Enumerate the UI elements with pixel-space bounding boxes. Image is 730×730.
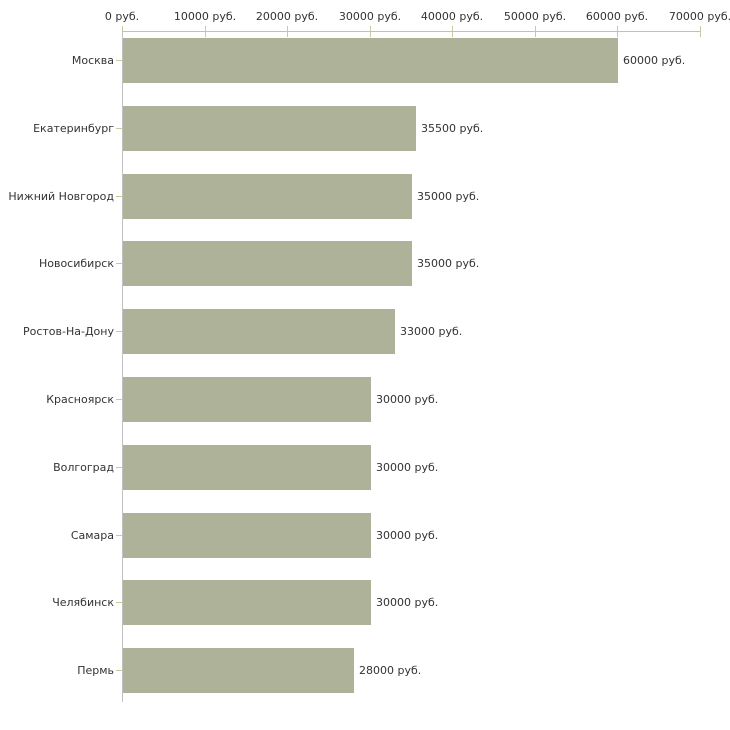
category-tick <box>116 602 122 603</box>
category-tick <box>116 196 122 197</box>
x-axis-tick <box>452 26 453 37</box>
category-label: Красноярск <box>46 393 114 406</box>
category-tick <box>116 535 122 536</box>
bar-value-label: 33000 руб. <box>400 325 463 338</box>
category-label: Волгоград <box>53 461 114 474</box>
category-label: Челябинск <box>52 596 114 609</box>
bar-value-label: 35000 руб. <box>417 190 480 203</box>
category-tick <box>116 128 122 129</box>
x-axis-tick <box>617 26 618 37</box>
x-axis-tick-label: 20000 руб. <box>255 10 319 23</box>
x-axis-tick-label: 70000 руб. <box>668 10 730 23</box>
category-label: Новосибирск <box>38 257 114 270</box>
bar-value-label: 30000 руб. <box>376 461 439 474</box>
category-label: Москва <box>71 54 114 67</box>
bar-value-label: 60000 руб. <box>623 54 686 67</box>
bar <box>123 445 371 490</box>
category-tick <box>116 399 122 400</box>
x-axis-line <box>122 31 700 32</box>
category-tick <box>116 331 122 332</box>
bar <box>123 513 371 558</box>
x-axis-tick <box>287 26 288 37</box>
x-axis-tick-label: 0 руб. <box>104 10 140 23</box>
bar <box>123 377 371 422</box>
bar-value-label: 30000 руб. <box>376 529 439 542</box>
x-axis-tick-label: 30000 руб. <box>338 10 402 23</box>
x-axis-tick <box>700 26 701 37</box>
category-tick <box>116 670 122 671</box>
bar-value-label: 35500 руб. <box>421 122 484 135</box>
x-axis-tick-label: 40000 руб. <box>420 10 484 23</box>
category-label: Екатеринбург <box>33 122 114 135</box>
bar-value-label: 30000 руб. <box>376 393 439 406</box>
x-axis-tick <box>370 26 371 37</box>
category-tick <box>116 467 122 468</box>
y-axis-line <box>122 31 123 702</box>
x-axis-tick-label: 10000 руб. <box>173 10 237 23</box>
category-label: Нижний Новгород <box>8 190 114 203</box>
bar <box>123 580 371 625</box>
x-axis-tick <box>535 26 536 37</box>
bar-value-label: 28000 руб. <box>359 664 422 677</box>
bar <box>123 174 412 219</box>
bar <box>123 38 618 83</box>
bar <box>123 309 395 354</box>
category-tick <box>116 263 122 264</box>
x-axis-tick-label: 50000 руб. <box>503 10 567 23</box>
x-axis-tick <box>205 26 206 37</box>
category-label: Пермь <box>77 664 114 677</box>
category-label: Самара <box>70 529 114 542</box>
bar-value-label: 35000 руб. <box>417 257 480 270</box>
bar <box>123 106 416 151</box>
bar-value-label: 30000 руб. <box>376 596 439 609</box>
bar <box>123 648 354 693</box>
x-axis-tick-label: 60000 руб. <box>585 10 649 23</box>
category-label: Ростов-На-Дону <box>22 325 114 338</box>
category-tick <box>116 60 122 61</box>
bar <box>123 241 412 286</box>
